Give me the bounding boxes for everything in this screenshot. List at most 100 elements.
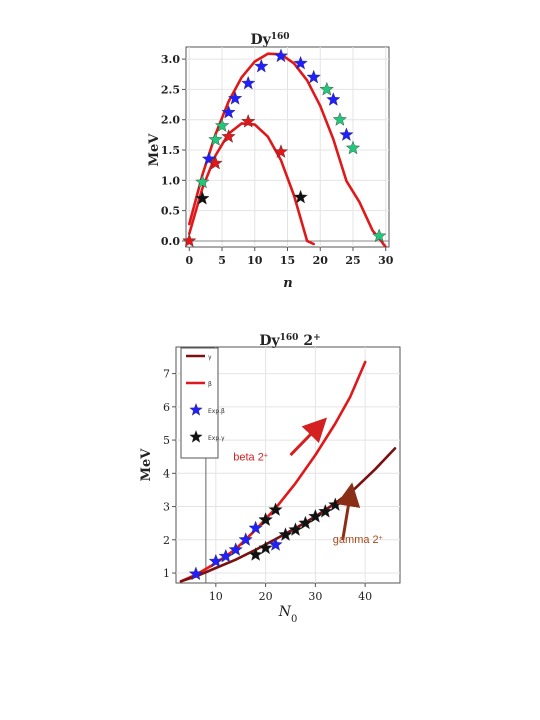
annotation-arrow — [289, 417, 328, 457]
chart-1-x-ticks: 0 5 10 15 20 25 30 — [185, 247, 394, 267]
star-marker — [241, 113, 256, 128]
star-marker — [278, 527, 293, 541]
star-marker — [208, 553, 224, 568]
star-marker — [326, 92, 341, 106]
y-tick-label: 1 — [163, 567, 170, 580]
y-tick-label: 0.5 — [161, 205, 180, 218]
star-marker — [195, 174, 210, 189]
y-tick-label: 3.0 — [161, 53, 180, 66]
chart-2-grid — [176, 347, 400, 583]
x-tick-label: 30 — [378, 254, 394, 267]
chart-2-x-axis-label-sub: 0 — [291, 614, 297, 625]
chart-2-annotations: beta 2+ gamma 2+ — [233, 417, 383, 546]
annotation-label-sup: + — [379, 535, 383, 542]
x-tick-label: 5 — [218, 254, 226, 267]
star-marker — [332, 112, 348, 126]
y-tick-label: 0.0 — [161, 235, 180, 248]
star-marker — [258, 540, 273, 555]
x-tick-label: 20 — [259, 590, 273, 603]
chart-2-plot-frame — [175, 346, 401, 584]
annotation-arrow — [336, 482, 361, 541]
legend-label: Exp.β — [208, 408, 225, 415]
star-marker — [293, 55, 308, 70]
chart-2-title-suffix: 2 — [298, 333, 313, 349]
y-tick-label: 2.0 — [161, 114, 180, 127]
y-tick-label: 2.5 — [161, 83, 180, 96]
star-marker — [339, 127, 354, 141]
chart-1-title-base: Dy — [250, 32, 271, 48]
star-marker — [319, 81, 334, 96]
y-tick-label: 7 — [163, 368, 170, 381]
star-marker — [371, 228, 387, 243]
chart-1-title-sup: 160 — [271, 32, 290, 42]
legend-label: β — [208, 381, 212, 388]
star-marker — [238, 532, 253, 546]
x-tick-label: 30 — [308, 590, 322, 603]
chart-1-grid — [186, 47, 389, 247]
legend-items: γ β Exp.β Exp.γ — [186, 354, 225, 443]
chart-2-title-base: Dy — [259, 333, 280, 349]
star-marker — [298, 515, 313, 530]
chart-2-x-axis-label-base: N — [278, 604, 292, 620]
chart-2-y-ticks: 1 2 3 4 5 6 7 — [163, 368, 176, 580]
star-marker — [318, 503, 333, 518]
star-marker — [227, 90, 243, 105]
star-marker — [195, 190, 210, 205]
star-marker — [258, 512, 273, 526]
y-tick-label: 6 — [163, 401, 170, 414]
star-marker — [228, 542, 243, 556]
annotation-label-text: gamma 2 — [333, 534, 379, 546]
star-marker — [345, 140, 361, 155]
chart-1-y-axis-label: MeV — [147, 133, 162, 167]
chart-1-points — [182, 48, 387, 248]
annotation-label: beta 2+ — [233, 452, 268, 464]
y-tick-label: 3 — [163, 501, 170, 514]
star-marker — [306, 69, 321, 84]
chart-1-title: Dy160 — [250, 32, 289, 48]
star-marker — [273, 48, 289, 63]
legend-box — [180, 347, 219, 459]
legend-label: Exp.γ — [208, 435, 225, 442]
star-marker — [201, 151, 217, 166]
y-tick-label: 1.0 — [161, 174, 180, 187]
chart-2-y-axis-label: MeV — [139, 448, 154, 482]
star-marker — [293, 189, 308, 204]
x-tick-label: 15 — [280, 254, 295, 267]
star-marker — [273, 144, 289, 158]
y-tick-label: 2 — [163, 534, 170, 547]
star-marker — [221, 104, 236, 119]
x-tick-label: 20 — [313, 254, 329, 267]
chart-1: Dy160 0 5 10 15 20 25 30 0.0 0.5 1.0 1.5 2.0 2.5 3.0… — [147, 32, 394, 291]
star-marker — [208, 132, 223, 146]
x-tick-label: 10 — [209, 590, 223, 603]
chart-2-title-sup: 160 — [280, 333, 299, 343]
x-tick-label: 40 — [358, 590, 372, 603]
star-marker — [308, 508, 323, 523]
y-tick-label: 4 — [163, 467, 170, 480]
chart-2-title: Dy160 2+ — [259, 333, 320, 349]
chart-2-title-suffix-sup: + — [313, 333, 321, 343]
star-marker — [182, 233, 197, 248]
chart-2-x-axis-label: N0 — [278, 604, 298, 625]
chart-2-x-ticks: 10 20 30 40 — [209, 583, 372, 603]
chart-2-legend: γ β Exp.β Exp.γ — [180, 347, 225, 459]
star-marker — [218, 548, 233, 563]
star-marker — [248, 520, 263, 535]
star-marker — [254, 58, 269, 73]
y-tick-label: 5 — [163, 434, 170, 447]
star-marker — [268, 537, 283, 551]
chart-2-points — [188, 497, 343, 581]
series-curve — [188, 122, 315, 246]
chart-1-x-axis-label: n — [283, 276, 292, 291]
legend-star-swatch — [189, 429, 203, 443]
star-marker — [248, 547, 263, 561]
star-marker — [241, 75, 256, 90]
legend-star-swatch — [189, 402, 203, 416]
star-marker — [221, 129, 236, 143]
star-marker — [268, 502, 283, 516]
chart-1-curves — [188, 52, 387, 247]
legend-label: γ — [208, 354, 212, 361]
star-marker — [208, 155, 223, 170]
